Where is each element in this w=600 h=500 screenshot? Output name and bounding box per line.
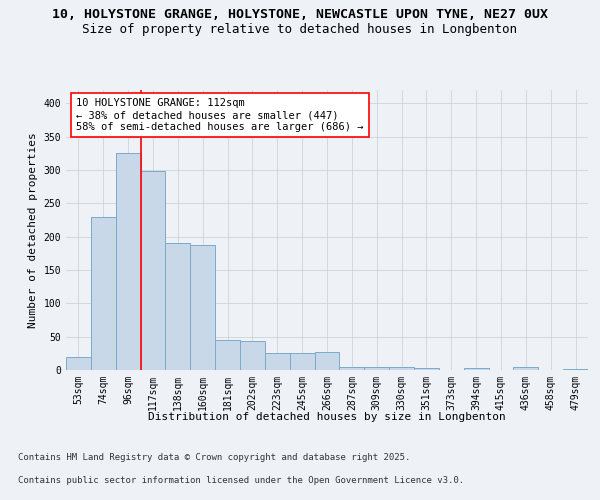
Bar [340, 366, 364, 370]
Bar [240, 340, 265, 370]
Text: Contains HM Land Registry data © Crown copyright and database right 2025.: Contains HM Land Registry data © Crown c… [18, 454, 410, 462]
Bar [514, 366, 538, 370]
Bar [265, 352, 290, 370]
Bar [190, 244, 215, 370]
Text: Size of property relative to detached houses in Longbenton: Size of property relative to detached ho… [83, 22, 517, 36]
Bar [464, 368, 488, 370]
Text: Distribution of detached houses by size in Longbenton: Distribution of detached houses by size … [148, 412, 506, 422]
Bar [91, 216, 116, 370]
Bar [364, 366, 389, 370]
Bar [563, 368, 588, 370]
Bar [290, 352, 314, 370]
Bar [166, 244, 190, 370]
Bar [215, 340, 240, 370]
Bar [66, 356, 91, 370]
Text: Contains public sector information licensed under the Open Government Licence v3: Contains public sector information licen… [18, 476, 464, 485]
Bar [314, 352, 340, 370]
Text: 10, HOLYSTONE GRANGE, HOLYSTONE, NEWCASTLE UPON TYNE, NE27 0UX: 10, HOLYSTONE GRANGE, HOLYSTONE, NEWCAST… [52, 8, 548, 20]
Bar [140, 172, 166, 370]
Bar [414, 368, 439, 370]
Text: 10 HOLYSTONE GRANGE: 112sqm
← 38% of detached houses are smaller (447)
58% of se: 10 HOLYSTONE GRANGE: 112sqm ← 38% of det… [76, 98, 364, 132]
Y-axis label: Number of detached properties: Number of detached properties [28, 132, 38, 328]
Bar [389, 366, 414, 370]
Bar [116, 154, 140, 370]
